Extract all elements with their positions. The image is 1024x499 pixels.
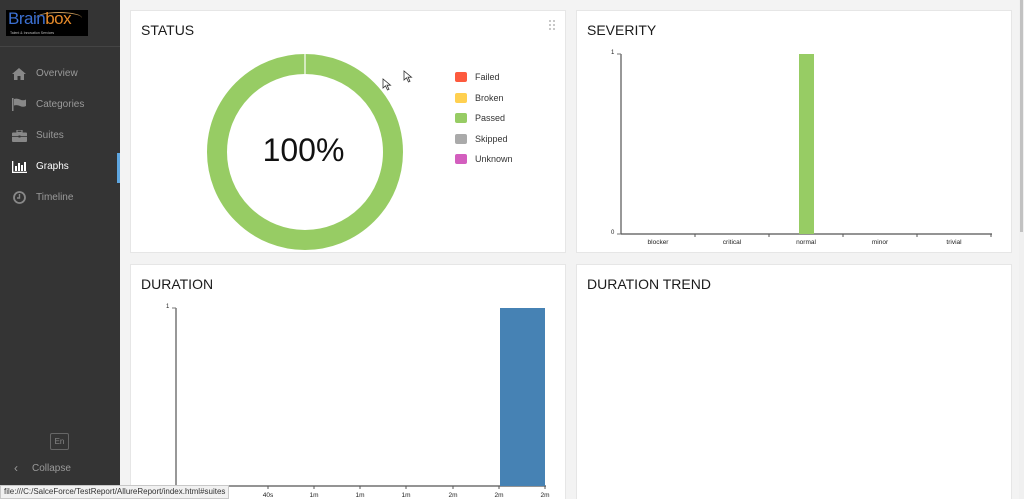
widget-title: DURATION: [141, 276, 214, 292]
legend-item-passed[interactable]: Passed: [455, 108, 513, 129]
x-tick: 1m: [401, 492, 411, 499]
status-percentage: 100%: [262, 132, 345, 168]
mouse-cursor-icon: [403, 70, 413, 83]
duration-widget: DURATION 1 20s 40s 1m 1m 1m 2m 2m 2m: [130, 264, 566, 499]
home-icon: [11, 67, 27, 81]
drag-handle-icon[interactable]: [549, 20, 555, 30]
legend-label: Failed: [475, 72, 500, 83]
sidebar-item-timeline[interactable]: Timeline: [0, 182, 120, 213]
legend-label: Passed: [475, 113, 506, 124]
legend-item-broken[interactable]: Broken: [455, 88, 513, 109]
widget-title: SEVERITY: [587, 22, 657, 38]
legend-label: Broken: [475, 92, 504, 103]
x-tick-critical: critical: [722, 239, 742, 246]
legend-label: Unknown: [475, 154, 513, 165]
briefcase-icon: [11, 129, 27, 143]
sidebar-item-graphs[interactable]: Graphs: [0, 151, 120, 183]
language-button[interactable]: En: [50, 433, 69, 450]
flag-icon: [11, 98, 27, 112]
severity-bar-normal: [799, 54, 814, 234]
sidebar-item-label: Overview: [36, 68, 78, 79]
scrollbar-thumb[interactable]: [1020, 0, 1023, 232]
collapse-label: Collapse: [32, 462, 71, 474]
x-tick: 1m: [309, 492, 319, 499]
x-tick: 2m: [540, 492, 550, 499]
sidebar-nav: Overview Categories Suites Graphs: [0, 58, 120, 213]
collapse-button[interactable]: ‹ Collapse: [14, 461, 71, 475]
legend-swatch: [455, 133, 467, 144]
legend-swatch: [455, 92, 467, 103]
x-tick-normal: normal: [796, 239, 816, 246]
sidebar-item-suites[interactable]: Suites: [0, 120, 120, 151]
logo-swoosh: [36, 12, 82, 24]
duration-bar-chart[interactable]: [166, 303, 566, 493]
y-tick-1: 1: [166, 304, 170, 310]
sidebar-item-label: Graphs: [36, 161, 69, 172]
x-tick: 40s: [262, 492, 274, 499]
legend-label: Skipped: [475, 133, 508, 144]
status-legend: Failed Broken Passed Skipped Unknown: [455, 67, 513, 170]
logo-text: Brainbox: [8, 10, 72, 28]
duration-trend-chart-area: [587, 305, 1001, 493]
logo-tagline: Talent & Innovation Services: [10, 31, 55, 35]
severity-bar-chart[interactable]: [607, 49, 1007, 251]
logo-area: Brainbox Talent & Innovation Services: [0, 0, 120, 47]
status-donut-chart[interactable]: [206, 53, 404, 251]
x-tick-trivial: trivial: [946, 239, 962, 246]
legend-item-failed[interactable]: Failed: [455, 67, 513, 88]
page-scrollbar[interactable]: [1019, 0, 1024, 499]
widget-title: STATUS: [141, 22, 195, 38]
legend-item-unknown[interactable]: Unknown: [455, 149, 513, 170]
sidebar-item-label: Suites: [36, 130, 64, 141]
status-widget: STATUS 100% Failed Broken Passed: [130, 10, 566, 253]
legend-swatch: [455, 72, 467, 83]
legend-swatch: [455, 113, 467, 124]
duration-bar-2m: [500, 308, 545, 486]
brainbox-logo[interactable]: Brainbox Talent & Innovation Services: [6, 10, 88, 36]
x-tick: 2m: [494, 492, 504, 499]
sidebar-item-categories[interactable]: Categories: [0, 89, 120, 120]
y-tick-1: 1: [611, 50, 615, 56]
sidebar: Brainbox Talent & Innovation Services Ov…: [0, 0, 120, 499]
mouse-cursor-icon: [382, 78, 392, 91]
widget-title: DURATION TREND: [587, 276, 711, 292]
duration-trend-widget: DURATION TREND: [576, 264, 1012, 499]
sidebar-item-label: Categories: [36, 99, 85, 110]
sidebar-item-overview[interactable]: Overview: [0, 58, 120, 89]
x-tick: 2m: [448, 492, 458, 499]
browser-status-url: file:///C:/SalceForce/TestReport/AllureR…: [0, 485, 230, 499]
legend-item-skipped[interactable]: Skipped: [455, 129, 513, 150]
sidebar-item-label: Timeline: [36, 192, 74, 203]
legend-swatch: [455, 154, 467, 165]
x-tick-blocker: blocker: [647, 239, 669, 246]
chevron-left-icon: ‹: [14, 461, 18, 475]
x-tick: 1m: [355, 492, 365, 499]
bar-chart-icon: [11, 160, 27, 174]
clock-icon: [11, 191, 27, 205]
x-tick-minor: minor: [871, 239, 889, 246]
severity-widget: SEVERITY 1 0 blocker critical normal min…: [576, 10, 1012, 253]
y-tick-0: 0: [611, 230, 615, 236]
